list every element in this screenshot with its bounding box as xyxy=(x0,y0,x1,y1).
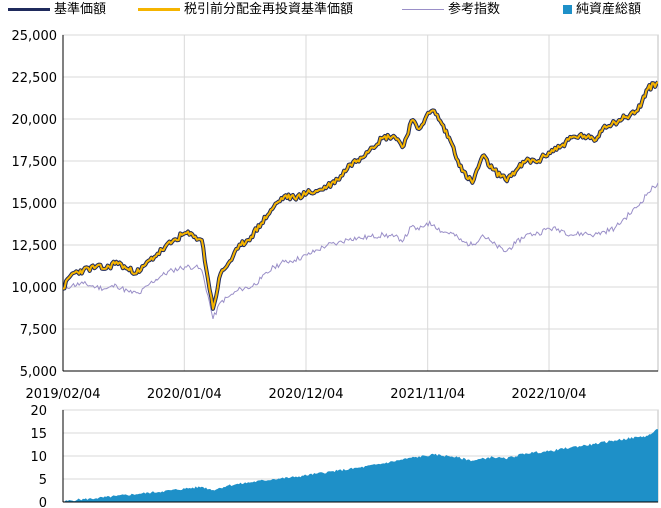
sub-y-tick-label: 20 xyxy=(30,404,47,419)
main-y-tick-label: 20,000 xyxy=(12,113,58,128)
x-tick-label: 2019/02/04 xyxy=(26,387,101,402)
series-line-reinvested xyxy=(63,81,658,310)
legend-swatch-net-assets xyxy=(563,5,572,14)
x-tick-label: 2022/10/04 xyxy=(512,387,587,402)
main-y-tick-label: 15,000 xyxy=(12,197,58,212)
legend-swatch-reinvested xyxy=(138,8,180,11)
series-line-nav xyxy=(63,80,658,311)
legend-label-reference: 参考指数 xyxy=(448,2,501,17)
series-line-reference xyxy=(63,182,658,320)
legend-item-reinvested: 税引前分配金再投資基準価額 xyxy=(138,2,353,18)
main-y-tick-label: 10,000 xyxy=(12,281,58,296)
x-tick-label: 2021/11/04 xyxy=(390,387,465,402)
legend-item-nav: 基準価額 xyxy=(8,2,106,18)
x-tick-label: 2020/12/04 xyxy=(269,387,344,402)
main-y-tick-label: 17,500 xyxy=(12,155,58,170)
series-area-net-assets xyxy=(63,429,658,502)
legend-label-net-assets: 純資産総額 xyxy=(576,2,642,17)
legend-item-reference: 参考指数 xyxy=(402,2,500,18)
main-y-tick-label: 5,000 xyxy=(20,365,57,380)
sub-y-tick-label: 5 xyxy=(39,473,47,488)
main-y-tick-label: 12,500 xyxy=(12,239,58,254)
legend-label-reinvested: 税引前分配金再投資基準価額 xyxy=(184,2,354,17)
sub-y-tick-label: 0 xyxy=(39,496,47,508)
main-y-tick-label: 7,500 xyxy=(20,323,57,338)
legend-swatch-reference xyxy=(402,9,444,10)
x-tick-label: 2020/01/04 xyxy=(147,387,222,402)
sub-y-tick-label: 10 xyxy=(30,450,47,465)
main-y-tick-label: 22,500 xyxy=(12,71,58,86)
legend-swatch-nav xyxy=(8,8,50,11)
sub-y-tick-label: 15 xyxy=(30,427,47,442)
legend-item-net-assets: 純資産総額 xyxy=(563,2,641,18)
legend: 基準価額 税引前分配金再投資基準価額 参考指数 純資産総額 xyxy=(0,0,661,20)
legend-label-nav: 基準価額 xyxy=(54,2,107,17)
main-y-tick-label: 25,000 xyxy=(12,29,58,44)
